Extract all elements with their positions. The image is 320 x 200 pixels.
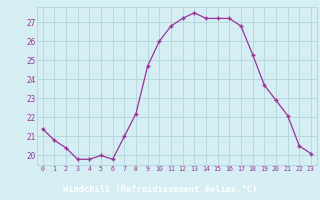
Text: Windchill (Refroidissement éolien,°C): Windchill (Refroidissement éolien,°C) bbox=[63, 185, 257, 194]
